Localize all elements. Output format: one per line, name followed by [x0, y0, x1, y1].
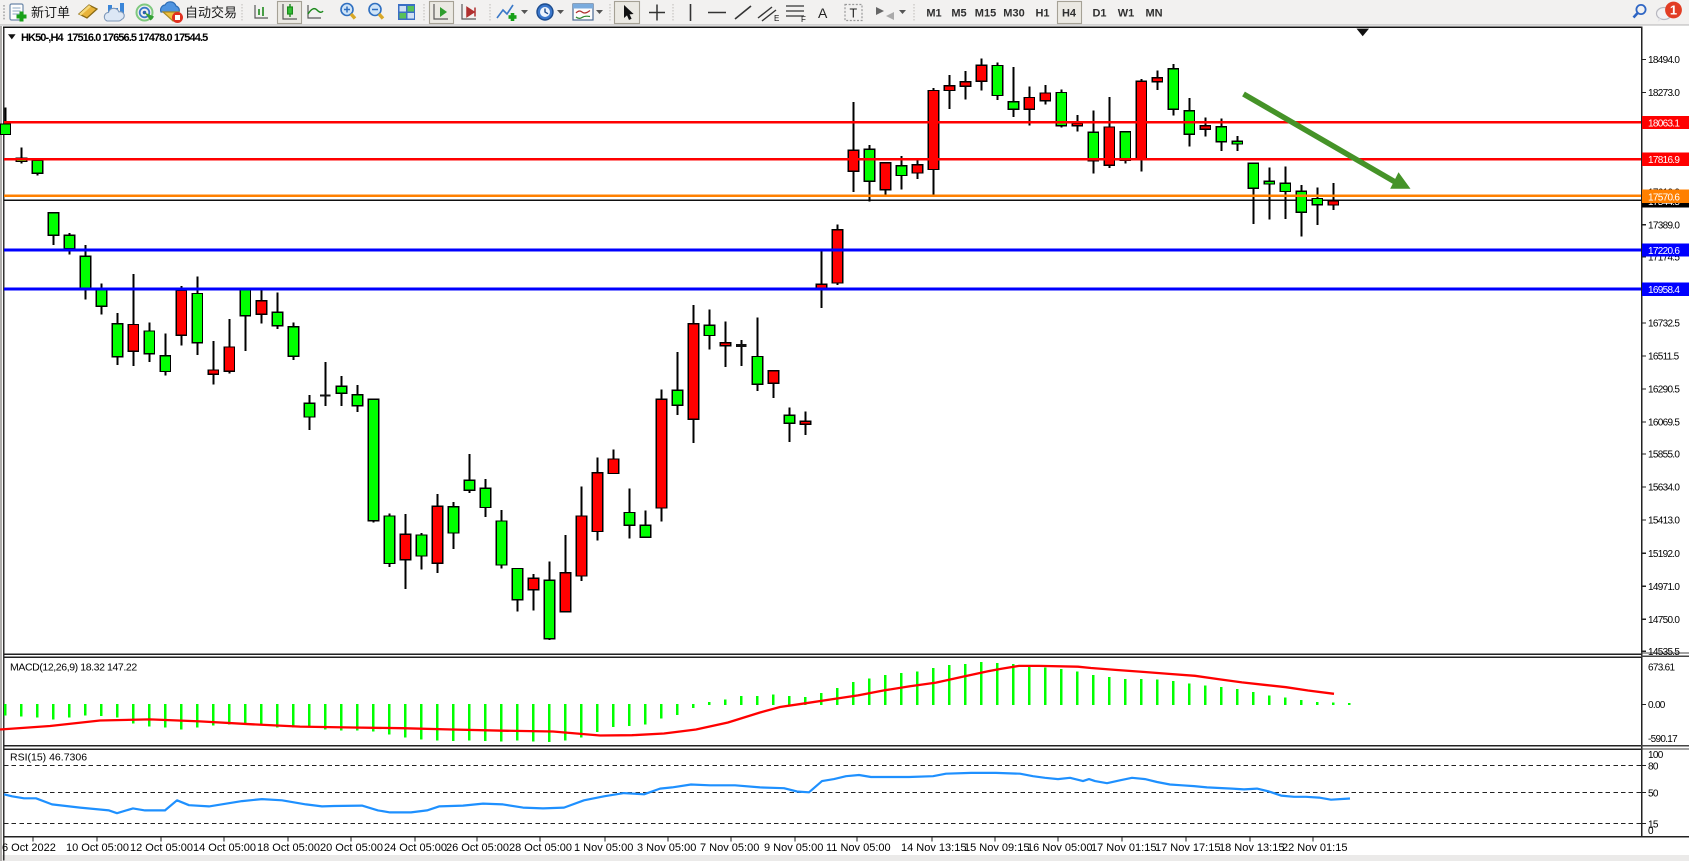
svg-text:M15: M15	[975, 8, 996, 20]
svg-text:17570.6: 17570.6	[1648, 192, 1680, 203]
svg-text:RSI(15) 46.7306: RSI(15) 46.7306	[10, 752, 87, 764]
svg-text:12 Oct 05:00: 12 Oct 05:00	[130, 842, 193, 854]
svg-text:15 Nov 09:15: 15 Nov 09:15	[964, 842, 1029, 854]
svg-text:H4: H4	[1062, 8, 1077, 20]
svg-text:17389.0: 17389.0	[1648, 220, 1680, 231]
svg-text:7 Nov 05:00: 7 Nov 05:00	[700, 842, 759, 854]
svg-text:M30: M30	[1003, 8, 1024, 20]
svg-text:16958.4: 16958.4	[1648, 285, 1680, 296]
svg-text:新订单: 新订单	[31, 5, 70, 20]
svg-text:E: E	[774, 14, 779, 23]
svg-text:A: A	[818, 5, 828, 21]
svg-text:3 Nov 05:00: 3 Nov 05:00	[637, 842, 696, 854]
svg-text:10 Oct 05:00: 10 Oct 05:00	[66, 842, 129, 854]
svg-text:16732.5: 16732.5	[1648, 319, 1680, 330]
svg-text:18494.0: 18494.0	[1648, 55, 1680, 66]
svg-text:18063.1: 18063.1	[1648, 118, 1680, 129]
svg-text:HK50-,H4 17516.0 17656.5 1747: HK50-,H4 17516.0 17656.5 17478.0 17544.5	[21, 32, 208, 44]
svg-text:26 Oct 05:00: 26 Oct 05:00	[446, 842, 509, 854]
svg-text:16511.5: 16511.5	[1648, 352, 1680, 363]
svg-text:M5: M5	[951, 8, 966, 20]
svg-text:F: F	[801, 15, 806, 24]
svg-text:W1: W1	[1118, 8, 1135, 20]
svg-text:1: 1	[1670, 3, 1677, 18]
svg-text:18 Nov 13:15: 18 Nov 13:15	[1219, 842, 1284, 854]
svg-text:24 Oct 05:00: 24 Oct 05:00	[384, 842, 447, 854]
svg-text:16069.5: 16069.5	[1648, 418, 1680, 429]
svg-text:15855.0: 15855.0	[1648, 450, 1680, 461]
svg-text:17 Nov 17:15: 17 Nov 17:15	[1155, 842, 1220, 854]
svg-text:14971.0: 14971.0	[1648, 582, 1680, 593]
svg-text:14750.0: 14750.0	[1648, 615, 1680, 626]
svg-text:0.00: 0.00	[1648, 700, 1666, 711]
svg-text:17816.9: 17816.9	[1648, 155, 1680, 166]
svg-text:17 Nov 01:15: 17 Nov 01:15	[1091, 842, 1156, 854]
svg-text:17220.6: 17220.6	[1648, 246, 1680, 257]
svg-text:16 Nov 05:00: 16 Nov 05:00	[1027, 842, 1092, 854]
svg-text:14 Oct 05:00: 14 Oct 05:00	[193, 842, 256, 854]
svg-text:18273.0: 18273.0	[1648, 88, 1680, 99]
svg-text:18 Oct 05:00: 18 Oct 05:00	[257, 842, 320, 854]
svg-text:自动交易: 自动交易	[185, 5, 237, 20]
svg-text:11 Nov 05:00: 11 Nov 05:00	[826, 842, 891, 854]
svg-text:15634.0: 15634.0	[1648, 483, 1680, 494]
svg-text:D1: D1	[1092, 8, 1106, 20]
svg-text:0: 0	[1648, 826, 1654, 837]
svg-text:80: 80	[1648, 761, 1659, 772]
svg-text:1 Nov 05:00: 1 Nov 05:00	[574, 842, 633, 854]
svg-text:22 Nov 01:15: 22 Nov 01:15	[1282, 842, 1347, 854]
svg-text:100: 100	[1648, 750, 1664, 761]
svg-text:-590.17: -590.17	[1648, 734, 1678, 745]
svg-text:15413.0: 15413.0	[1648, 516, 1680, 527]
svg-text:17174.5: 17174.5	[1648, 252, 1680, 263]
svg-text:673.61: 673.61	[1648, 663, 1676, 674]
svg-text:MN: MN	[1145, 8, 1162, 20]
svg-text:9 Nov 05:00: 9 Nov 05:00	[764, 842, 823, 854]
svg-text:28 Oct 05:00: 28 Oct 05:00	[509, 842, 572, 854]
svg-text:T: T	[850, 7, 858, 21]
svg-text:MACD(12,26,9) 18.32 147.22: MACD(12,26,9) 18.32 147.22	[10, 662, 137, 674]
svg-text:H1: H1	[1035, 8, 1049, 20]
svg-text:50: 50	[1648, 788, 1659, 799]
svg-text:6 Oct 2022: 6 Oct 2022	[2, 842, 56, 854]
svg-text:14535.5: 14535.5	[1648, 647, 1680, 658]
svg-text:20 Oct 05:00: 20 Oct 05:00	[320, 842, 383, 854]
svg-text:15192.0: 15192.0	[1648, 549, 1680, 560]
svg-text:14 Nov 13:15: 14 Nov 13:15	[901, 842, 966, 854]
svg-text:16290.5: 16290.5	[1648, 385, 1680, 396]
svg-text:M1: M1	[926, 8, 941, 20]
svg-text:15: 15	[1648, 820, 1659, 831]
